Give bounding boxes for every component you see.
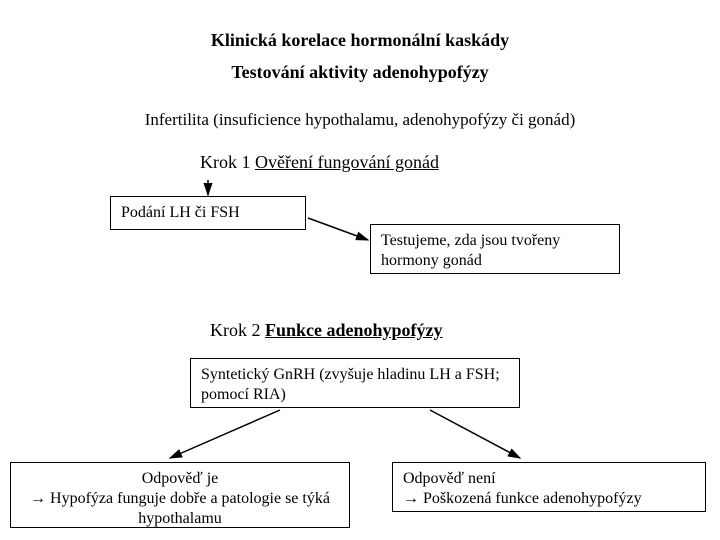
box-answer-no: Odpověď není → Poškozená funkce adenohyp… — [392, 462, 706, 512]
arrow-gnrh-to-yes — [170, 410, 280, 458]
arrow-lhfsh-to-test — [308, 218, 368, 240]
box-lh-fsh: Podání LH či FSH — [110, 196, 306, 230]
answer-no-line-1: Odpověď není — [403, 470, 496, 487]
box-gnrh: Syntetický GnRH (zvyšuje hladinu LH a FS… — [190, 358, 520, 408]
title-line-1: Klinická korelace hormonální kaskády — [0, 30, 720, 51]
step-2-prefix: Krok 2 — [210, 320, 265, 340]
subtitle: Infertilita (insuficience hypothalamu, a… — [0, 110, 720, 130]
arrow-gnrh-to-no — [430, 410, 520, 458]
step-2-underlined: Funkce adenohypofýzy — [265, 320, 443, 340]
box-answer-yes: Odpověď je → Hypofýza funguje dobře a pa… — [10, 462, 350, 528]
box-test-hormones: Testujeme, zda jsou tvořeny hormony goná… — [370, 224, 620, 274]
step-1-underlined: Ověření fungování gonád — [255, 152, 439, 172]
step-1-heading: Krok 1 Ověření fungování gonád — [200, 152, 439, 173]
answer-yes-line-1: Odpověď je — [142, 470, 219, 487]
answer-no-line-2: → Poškozená funkce adenohypofýzy — [403, 490, 642, 507]
step-1-prefix: Krok 1 — [200, 152, 255, 172]
step-2-heading: Krok 2 Funkce adenohypofýzy — [210, 320, 443, 341]
title-line-2: Testování aktivity adenohypofýzy — [0, 62, 720, 83]
answer-yes-line-2: → Hypofýza funguje dobře a patologie se … — [30, 490, 330, 527]
